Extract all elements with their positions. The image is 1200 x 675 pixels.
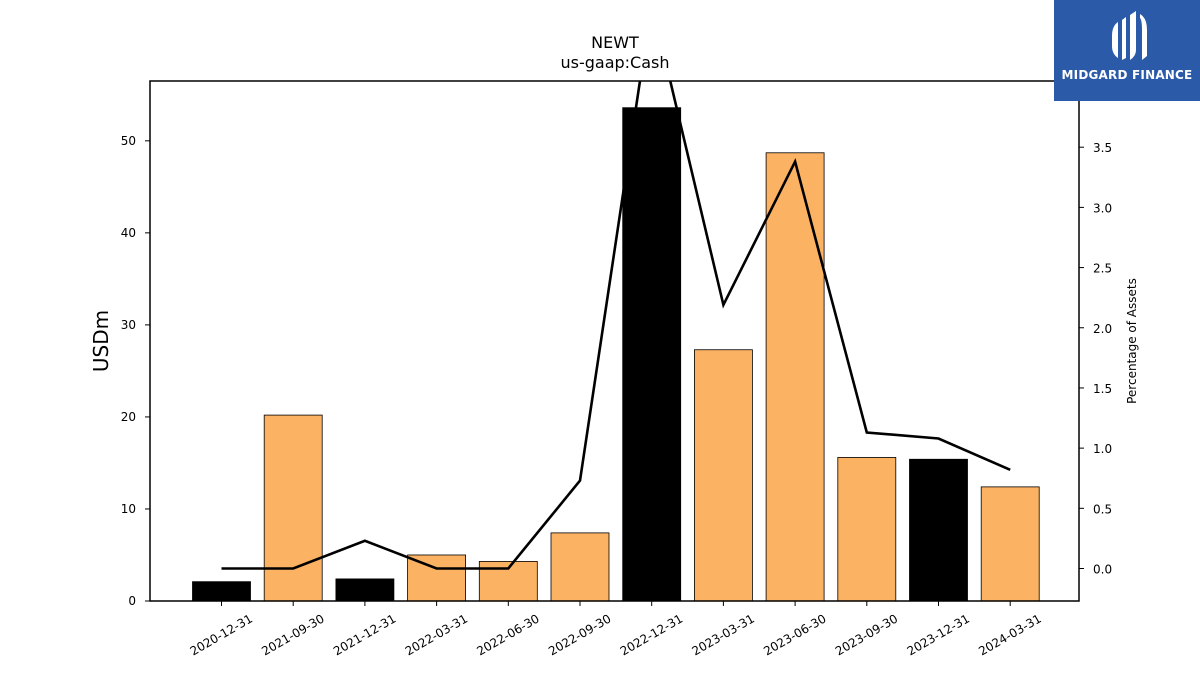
y2-tick-label: 1.0 bbox=[1093, 442, 1112, 456]
plot-frame bbox=[149, 80, 1080, 602]
bar bbox=[550, 532, 610, 602]
y-axis-left: 0 10 20 30 40 50 bbox=[121, 134, 150, 608]
y2-tick-label: 2.0 bbox=[1093, 322, 1112, 336]
x-axis: 2020-12-31 2021-09-30 2021-12-31 2022-03-31… bbox=[188, 601, 1044, 658]
x-tick-label: 2024-03-31 bbox=[976, 611, 1043, 658]
bar bbox=[407, 554, 467, 602]
y2-tick-label: 2.5 bbox=[1093, 262, 1112, 276]
logo-mark-icon bbox=[1112, 11, 1147, 60]
x-tick-label: 2022-03-31 bbox=[403, 611, 470, 658]
bar-series bbox=[192, 107, 1040, 602]
y-tick-label: 40 bbox=[121, 226, 136, 240]
bar bbox=[694, 349, 753, 602]
y2-tick-label: 3.5 bbox=[1093, 141, 1112, 155]
x-tick-label: 2023-03-31 bbox=[689, 611, 756, 658]
y-tick-label: 0 bbox=[128, 594, 136, 608]
x-tick-label: 2023-09-30 bbox=[833, 611, 900, 658]
y2-axis-label: Percentage of Assets bbox=[1125, 278, 1139, 404]
bar bbox=[909, 458, 968, 602]
x-tick-label: 2022-12-31 bbox=[618, 611, 685, 658]
bar bbox=[837, 457, 897, 602]
y2-tick-label: 0.5 bbox=[1093, 502, 1112, 516]
y2-tick-label: 3.0 bbox=[1093, 201, 1112, 215]
bar bbox=[192, 581, 251, 602]
x-tick-label: 2022-06-30 bbox=[474, 611, 541, 658]
x-tick-label: 2022-09-30 bbox=[546, 611, 613, 658]
x-tick-label: 2020-12-31 bbox=[188, 611, 255, 658]
bar bbox=[980, 486, 1040, 602]
x-tick-label: 2023-12-31 bbox=[905, 611, 972, 658]
y-tick-label: 10 bbox=[121, 502, 136, 516]
bar bbox=[335, 578, 395, 602]
bar bbox=[622, 107, 682, 602]
x-tick-label: 2021-09-30 bbox=[259, 611, 326, 658]
bar bbox=[263, 414, 323, 602]
y-tick-label: 50 bbox=[121, 134, 136, 148]
y2-tick-label: 0.0 bbox=[1093, 563, 1112, 577]
y2-tick-label: 1.5 bbox=[1093, 382, 1112, 396]
x-tick-label: 2023-06-30 bbox=[761, 611, 828, 658]
series-line bbox=[221, 81, 1011, 570]
chart-title: NEWT bbox=[591, 33, 639, 52]
midgard-finance-logo: MIDGARD FINANCE bbox=[1054, 0, 1200, 101]
y-tick-label: 30 bbox=[121, 318, 136, 332]
x-tick-label: 2021-12-31 bbox=[331, 611, 398, 658]
chart-subtitle: us-gaap:Cash bbox=[560, 53, 669, 72]
logo-text: MIDGARD FINANCE bbox=[1061, 68, 1193, 82]
y-axis-label: USDm bbox=[89, 310, 113, 372]
y-axis-right: 0.0 0.5 1.0 1.5 2.0 2.5 3.0 3.5 bbox=[1079, 141, 1112, 577]
y-tick-label: 20 bbox=[121, 410, 136, 424]
bar bbox=[765, 152, 825, 602]
line-series bbox=[221, 81, 1011, 570]
